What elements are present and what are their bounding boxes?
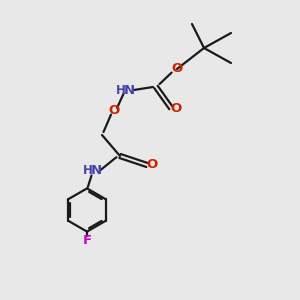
Text: H: H xyxy=(116,83,126,97)
Text: O: O xyxy=(171,62,183,76)
Text: O: O xyxy=(171,101,182,115)
Text: O: O xyxy=(108,104,120,118)
Text: F: F xyxy=(82,233,91,247)
Text: N: N xyxy=(124,83,135,97)
Text: H: H xyxy=(83,164,93,178)
Text: N: N xyxy=(91,164,102,178)
Text: O: O xyxy=(147,158,158,172)
